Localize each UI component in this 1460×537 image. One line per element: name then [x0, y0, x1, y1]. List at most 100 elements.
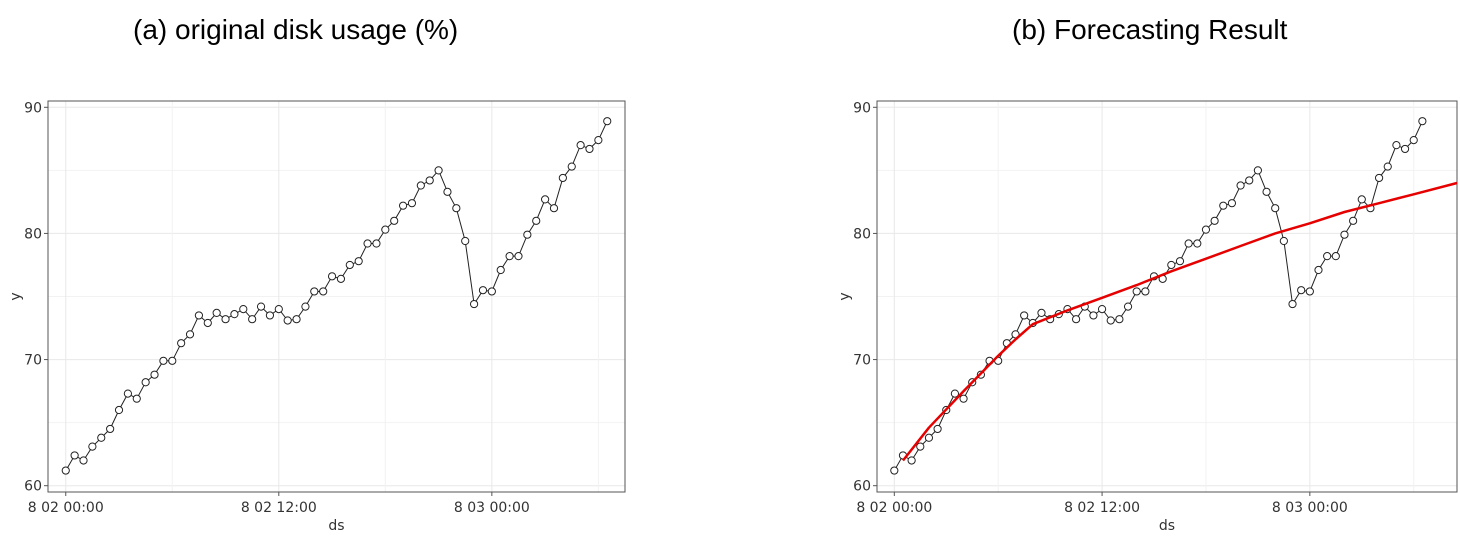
data-point-b-43: [1262, 187, 1271, 196]
data-point-b-59: [1400, 144, 1410, 154]
data-point-a-42: [434, 166, 443, 175]
data-point-a-44: [452, 204, 461, 213]
data-point-a-0: [61, 466, 70, 475]
y-tick-label-a-0: 60: [24, 479, 42, 495]
data-point-a-48: [487, 287, 496, 296]
data-point-b-47: [1297, 286, 1306, 295]
forecast-line-b: [902, 181, 1458, 462]
x-axis-label-b: ds: [1159, 518, 1175, 534]
data-point-b-42: [1253, 166, 1262, 175]
data-point-a-52: [523, 230, 532, 239]
data-point-a-32: [345, 260, 354, 270]
data-point-a-36: [381, 225, 390, 234]
data-point-b-34: [1184, 239, 1193, 248]
data-point-a-29: [319, 287, 328, 296]
y-tick-label-a-1: 70: [24, 353, 42, 369]
data-point-a-46: [469, 299, 479, 309]
data-point-a-28: [310, 287, 319, 296]
data-point-a-2: [79, 456, 88, 465]
data-point-b-50: [1323, 252, 1332, 261]
data-point-b-49: [1314, 265, 1323, 275]
y-tick-label-b-2: 80: [853, 226, 871, 242]
y-axis-label-b: y: [837, 292, 853, 300]
data-point-b-28: [1132, 287, 1141, 296]
data-point-b-26: [1115, 315, 1124, 324]
data-point-a-9: [141, 378, 150, 387]
data-point-a-30: [327, 272, 337, 281]
data-point-b-35: [1193, 239, 1202, 248]
data-point-a-11: [159, 356, 168, 365]
data-point-a-61: [603, 117, 612, 126]
data-point-a-35: [372, 239, 381, 248]
data-point-a-49: [496, 265, 505, 275]
y-tick-label-a-3: 90: [24, 100, 42, 116]
data-point-a-20: [239, 305, 248, 314]
data-point-b-4: [924, 433, 934, 442]
data-point-a-56: [558, 173, 567, 183]
data-point-a-54: [541, 195, 550, 204]
data-point-b-3: [916, 442, 925, 451]
data-point-a-51: [514, 252, 523, 261]
data-point-b-41: [1245, 176, 1254, 185]
x-axis-label-a: ds: [328, 518, 344, 534]
data-point-a-24: [274, 305, 283, 314]
y-tick-label-b-1: 70: [853, 353, 871, 369]
data-point-a-60: [594, 136, 603, 145]
data-point-a-26: [292, 315, 301, 324]
x-tick-label-a-0: 8 02 00:00: [28, 500, 104, 516]
x-tick-label-a-2: 8 03 00:00: [454, 500, 530, 516]
data-point-b-37: [1210, 216, 1219, 225]
data-point-a-14: [185, 330, 195, 339]
data-point-b-23: [1089, 311, 1098, 320]
data-point-a-27: [301, 302, 310, 311]
data-point-b-7: [950, 389, 960, 398]
data-point-b-2: [907, 456, 916, 465]
data-point-a-4: [97, 433, 106, 442]
data-point-b-61: [1418, 117, 1427, 126]
data-point-b-45: [1279, 236, 1288, 246]
series-line-a-0: [65, 120, 608, 471]
data-point-a-10: [150, 370, 159, 379]
x-tick-label-b-0: 8 02 00:00: [856, 500, 932, 516]
data-point-b-15: [1020, 311, 1029, 320]
data-point-b-44: [1271, 204, 1280, 213]
data-point-a-21: [248, 315, 257, 324]
y-tick-label-b-0: 60: [853, 479, 871, 495]
data-point-a-17: [212, 308, 221, 317]
data-point-a-5: [106, 424, 115, 434]
data-point-b-52: [1340, 230, 1349, 239]
data-point-a-25: [283, 316, 292, 325]
data-point-b-57: [1383, 162, 1392, 171]
data-point-b-36: [1201, 225, 1211, 234]
panel-a-title: (a) original disk usage (%): [133, 14, 459, 45]
data-point-a-15: [194, 311, 204, 320]
data-point-a-8: [132, 394, 141, 403]
data-point-a-3: [88, 442, 97, 451]
data-point-a-33: [354, 257, 363, 266]
data-point-a-18: [221, 315, 230, 324]
data-point-b-39: [1227, 199, 1237, 208]
data-point-b-48: [1305, 287, 1314, 296]
data-point-b-33: [1175, 257, 1185, 266]
plot-frame-a: [47, 100, 626, 493]
data-point-b-38: [1219, 201, 1228, 210]
data-point-b-53: [1349, 216, 1358, 225]
chart-a: 60 70 80 90 8 02 00:00 8 02 12:00 8 03 00:00 ds…: [8, 100, 626, 534]
data-point-a-47: [478, 286, 488, 295]
data-point-b-8: [959, 394, 968, 403]
data-point-a-6: [114, 405, 124, 415]
data-point-b-29: [1141, 287, 1150, 296]
data-point-b-32: [1167, 260, 1176, 270]
panel-b-title: (b) Forecasting Result: [1012, 14, 1288, 45]
data-point-a-37: [390, 216, 399, 225]
data-point-a-19: [230, 310, 239, 319]
data-point-a-40: [416, 181, 425, 190]
data-point-b-0: [890, 466, 899, 475]
x-tick-label-b-2: 8 03 00:00: [1272, 500, 1348, 516]
data-point-b-58: [1392, 141, 1401, 150]
data-point-a-7: [123, 389, 132, 398]
data-point-b-25: [1106, 316, 1115, 325]
x-tick-label-a-1: 8 02 12:00: [241, 500, 317, 516]
data-point-b-51: [1331, 252, 1340, 261]
